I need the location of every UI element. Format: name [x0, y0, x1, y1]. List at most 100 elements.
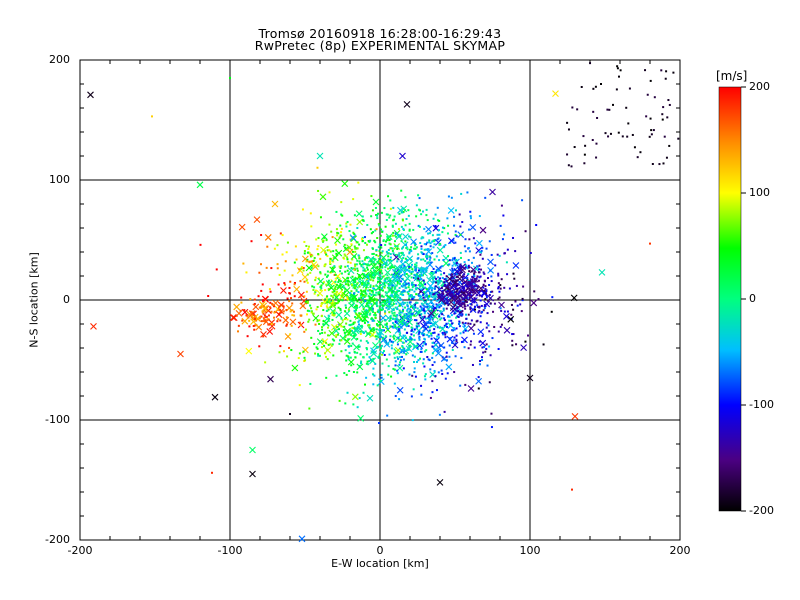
data-point — [473, 301, 476, 304]
data-point — [431, 380, 434, 383]
data-point — [273, 247, 276, 250]
data-point — [283, 283, 286, 286]
data-point — [293, 261, 296, 264]
data-point — [380, 254, 388, 261]
data-point — [397, 254, 400, 257]
data-point — [377, 345, 380, 348]
data-point — [362, 274, 365, 277]
data-point — [381, 306, 384, 309]
data-point — [305, 279, 308, 282]
data-point — [451, 348, 454, 351]
data-point — [453, 215, 456, 218]
data-point — [571, 488, 573, 491]
data-point — [319, 272, 322, 275]
data-point — [435, 299, 438, 302]
data-point — [402, 308, 405, 311]
data-point — [251, 317, 254, 320]
data-point — [387, 258, 390, 261]
data-point — [381, 294, 384, 297]
data-point — [431, 240, 434, 243]
data-point — [433, 287, 436, 290]
data-point — [475, 284, 478, 287]
data-point — [347, 283, 350, 286]
data-point — [420, 213, 423, 216]
data-point — [389, 317, 392, 320]
data-point — [323, 315, 331, 323]
data-point — [399, 293, 402, 296]
data-point — [326, 301, 329, 304]
data-point — [351, 329, 354, 332]
data-point — [404, 280, 407, 283]
data-point — [365, 353, 368, 356]
data-point — [409, 315, 412, 318]
data-point — [350, 344, 353, 347]
data-point — [448, 344, 451, 347]
data-point — [320, 346, 323, 349]
data-point — [291, 364, 299, 372]
data-point — [262, 320, 265, 323]
data-point — [299, 295, 302, 298]
data-point — [464, 329, 467, 332]
data-point — [260, 330, 267, 338]
data-point — [253, 317, 256, 320]
data-point — [408, 283, 411, 286]
data-point — [401, 291, 404, 294]
data-point — [265, 315, 268, 318]
data-point — [420, 245, 423, 248]
data-point — [459, 332, 462, 335]
data-point — [333, 309, 336, 312]
data-point — [438, 296, 445, 304]
data-point — [458, 267, 461, 270]
data-point — [446, 290, 449, 293]
data-point — [425, 225, 432, 233]
data-point — [320, 284, 323, 287]
data-point — [377, 246, 380, 249]
data-point — [324, 346, 332, 354]
data-point — [302, 269, 305, 272]
data-point — [398, 329, 401, 332]
data-point — [416, 344, 419, 347]
data-point — [459, 251, 462, 254]
data-point — [428, 322, 431, 325]
x-tick-label: -200 — [67, 544, 93, 557]
data-point — [377, 309, 380, 312]
data-point — [470, 319, 473, 322]
data-point — [521, 199, 524, 202]
data-point — [344, 270, 347, 273]
data-point — [388, 304, 391, 307]
data-point — [606, 108, 609, 111]
data-point — [412, 296, 415, 299]
data-point — [477, 305, 480, 308]
data-point — [435, 255, 438, 258]
data-point — [309, 304, 312, 307]
data-point — [432, 306, 435, 309]
data-point — [401, 267, 404, 270]
data-point — [370, 303, 373, 306]
data-point — [521, 299, 524, 302]
data-point — [426, 241, 429, 244]
data-point — [151, 115, 153, 118]
data-point — [262, 318, 270, 326]
data-point — [345, 279, 348, 282]
data-point — [362, 297, 365, 300]
data-point — [500, 204, 503, 207]
data-point — [362, 290, 365, 293]
data-point — [382, 301, 389, 308]
data-point — [386, 303, 394, 311]
data-point — [423, 243, 426, 246]
data-point — [410, 250, 413, 253]
data-point — [411, 294, 414, 297]
data-point — [413, 314, 416, 317]
data-point — [387, 327, 390, 330]
data-point — [436, 479, 444, 486]
data-point — [377, 280, 380, 283]
data-point — [406, 323, 409, 326]
data-point — [364, 257, 367, 260]
data-point — [392, 303, 395, 306]
data-point — [542, 343, 545, 346]
data-point — [550, 310, 553, 313]
data-point — [408, 290, 411, 293]
data-point — [418, 225, 421, 228]
data-point — [445, 301, 448, 304]
data-point — [465, 264, 468, 267]
